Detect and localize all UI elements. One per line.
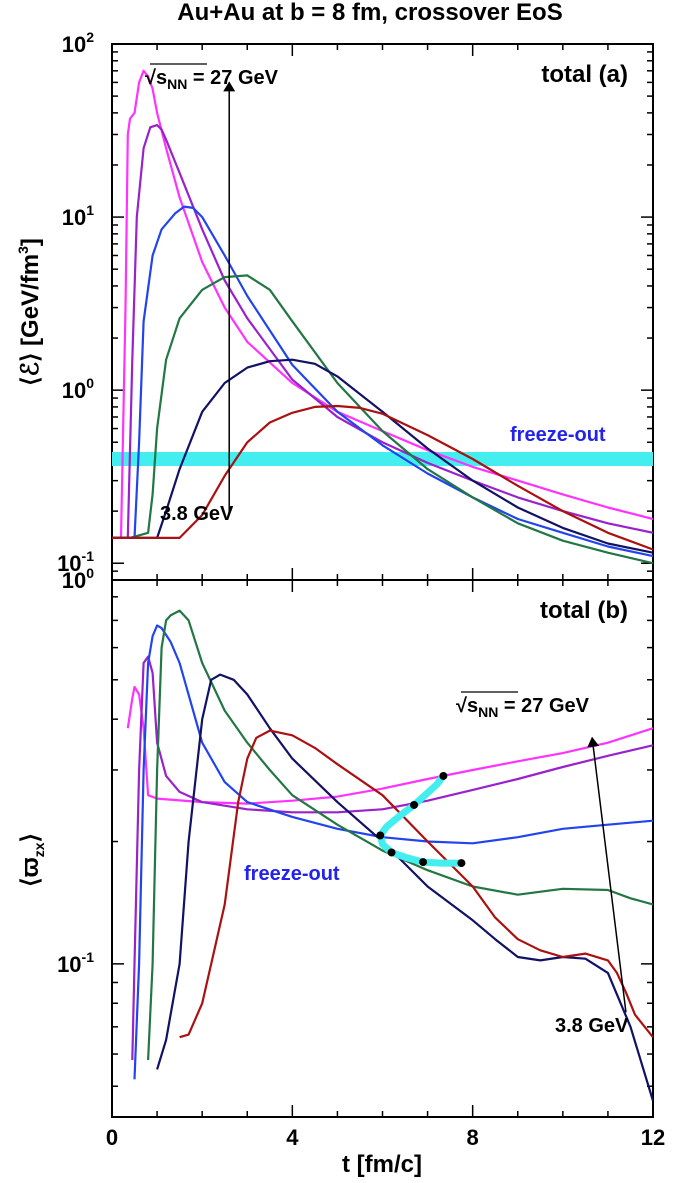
y-axis-title: ⟨ϖzx⟩ xyxy=(17,833,47,887)
x-axis-title: t [fm/c] xyxy=(342,1151,422,1178)
x-tick-label: 8 xyxy=(467,1125,479,1150)
freezeout-point xyxy=(387,848,396,857)
y-tick-label: 10-1 xyxy=(57,548,94,576)
panel-label: total (a) xyxy=(541,61,628,88)
energy-arrow xyxy=(587,736,627,1013)
y-tick-label: 100 xyxy=(62,565,94,593)
y-tick-label: 102 xyxy=(62,29,94,57)
panel-b: 10-1 0 4 8 12 total (b) √sNN = 27 GeV 3.8 GeV fr… xyxy=(17,579,665,1150)
bottom-energy-label: 3.8 GeV xyxy=(555,1015,629,1037)
series-line-s14_5 xyxy=(133,624,653,1080)
series-line-s7_7 xyxy=(147,609,653,1061)
series-line-s27 xyxy=(126,685,653,805)
freezeout-point xyxy=(457,859,466,868)
top-energy-label: √sNN = 27 GeV xyxy=(456,695,590,720)
top-energy-label: √sNN = 27 GeV xyxy=(145,67,279,92)
freezeout-point xyxy=(376,831,385,840)
y-tick-label: 100 xyxy=(62,375,94,403)
series-line-s19_6 xyxy=(112,123,653,540)
freezeout-label: freeze-out xyxy=(510,424,606,446)
series-line-s19_6 xyxy=(131,655,653,1061)
panel-label: total (b) xyxy=(540,597,628,624)
y-tick-label: 101 xyxy=(62,202,94,230)
freezeout-point xyxy=(419,858,428,867)
bottom-energy-label: 3.8 GeV xyxy=(160,503,234,525)
y-tick-label: 10-1 xyxy=(57,949,94,977)
series-line-s27 xyxy=(112,69,653,540)
series-line-s5_2 xyxy=(156,673,653,1102)
series-line-s5_2 xyxy=(112,358,653,554)
y-axis-title: ⟨ℰ⟩ [GeV/fm3] xyxy=(15,238,44,386)
series-line-s7_7 xyxy=(112,274,653,565)
series-line-s3_8 xyxy=(112,404,653,551)
figure-title: Au+Au at b = 8 fm, crossover EoS xyxy=(177,0,562,26)
x-tick-label: 0 xyxy=(106,1125,118,1150)
series-line-s14_5 xyxy=(112,205,653,558)
plot-frame xyxy=(111,43,654,581)
freezeout-label: freeze-out xyxy=(244,863,340,885)
freezeout-point xyxy=(410,800,419,809)
x-tick-label: 4 xyxy=(286,1125,299,1150)
series-line-s3_8 xyxy=(179,729,653,1039)
freezeout-point xyxy=(439,771,448,780)
x-tick-label: 12 xyxy=(641,1125,665,1150)
